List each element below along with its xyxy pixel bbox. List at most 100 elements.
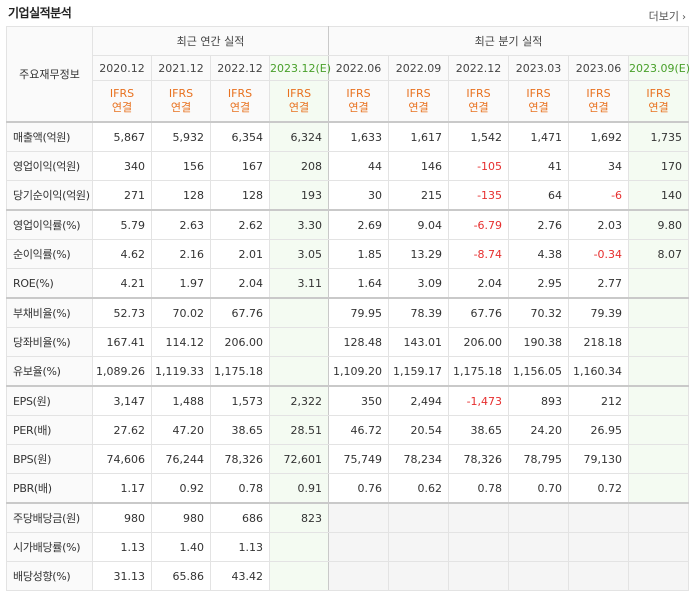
table-row: 당좌비율(%) 167.41 114.12 206.00 128.48 143.01 206…: [6, 327, 690, 357]
more-link-label: 더보기: [648, 10, 679, 23]
cell-value: [268, 327, 330, 357]
cell-value: 46.72: [328, 415, 390, 445]
cell-value: 350: [328, 385, 390, 416]
more-link[interactable]: 더보기 ›: [649, 8, 686, 24]
cell-value: [328, 561, 390, 591]
cell-value: 78,326: [210, 444, 270, 474]
cell-value: -105: [448, 151, 510, 181]
cell-value: [448, 561, 510, 591]
period-header: 2023.06: [568, 55, 630, 81]
cell-value: 1.17: [92, 473, 152, 504]
cell-value: 1,156.05: [508, 356, 570, 387]
cell-value: 2.76: [508, 209, 570, 240]
cell-value: 0.91: [268, 473, 330, 504]
cell-value: 79,130: [568, 444, 630, 474]
cell-value: 30: [328, 180, 390, 211]
cell-value: 4.38: [508, 239, 570, 269]
row-label: 매출액(억원): [6, 121, 93, 152]
table-row: BPS(원) 74,606 76,244 78,326 72,601 75,749 78,2…: [6, 444, 690, 474]
table-row: EPS(원) 3,147 1,488 1,573 2,322 350 2,494 -1,473…: [6, 385, 690, 416]
period-header: 2022.12: [448, 55, 510, 81]
cell-value: 2.16: [151, 239, 211, 269]
cell-value: 34: [568, 151, 630, 181]
cell-value: 980: [92, 502, 152, 533]
ifrs-label: IFRS 연결: [151, 80, 211, 123]
table-row: ROE(%) 4.21 1.97 2.04 3.11 1.64 3.09 2.04 2.95 2.…: [6, 268, 690, 299]
cell-value: 4.62: [92, 239, 152, 269]
cell-value: 1,119.33: [151, 356, 211, 387]
cell-value: 78,234: [388, 444, 450, 474]
cell-value: 1,488: [151, 385, 211, 416]
row-label: 순이익률(%): [6, 239, 93, 269]
period-header: 2023.09(E): [628, 55, 690, 81]
cell-value: 3.05: [268, 239, 330, 269]
cell-value: 78,326: [448, 444, 510, 474]
cell-value: 206.00: [448, 327, 510, 357]
cell-value: 75,749: [328, 444, 390, 474]
cell-value: 271: [92, 180, 152, 211]
cell-value: [628, 415, 690, 445]
cell-value: 28.51: [268, 415, 330, 445]
cell-value: 8.07: [628, 239, 690, 269]
cell-value: 1.97: [151, 268, 211, 299]
ifrs-label: IFRS 연결: [508, 80, 570, 123]
cell-value: 1,175.18: [448, 356, 510, 387]
ifrs-line2: 연결: [170, 101, 192, 114]
row-label: EPS(원): [6, 385, 93, 416]
row-label: 당좌비율(%): [6, 327, 93, 357]
row-label: PER(배): [6, 415, 93, 445]
row-label: 배당성향(%): [6, 561, 93, 591]
ifrs-line1: IFRS: [227, 87, 253, 100]
period-header: 2023.03: [508, 55, 570, 81]
ifrs-line2: 연결: [111, 101, 133, 114]
cell-value: 2,322: [268, 385, 330, 416]
cell-value: 41: [508, 151, 570, 181]
cell-value: [388, 561, 450, 591]
ifrs-label: IFRS 연결: [448, 80, 510, 123]
cell-value: 980: [151, 502, 211, 533]
cell-value: [268, 356, 330, 387]
ifrs-label: IFRS 연결: [210, 80, 270, 123]
ifrs-line1: IFRS: [286, 87, 312, 100]
period-header: 2023.12(E): [268, 55, 331, 81]
cell-value: [508, 502, 570, 533]
cell-value: 114.12: [151, 327, 211, 357]
row-label: ROE(%): [6, 268, 93, 299]
ifrs-line2: 연결: [348, 101, 369, 114]
cell-value: -6: [568, 180, 630, 211]
cell-value: 27.62: [92, 415, 152, 445]
table-row: 부채비율(%) 52.73 70.02 67.76 79.95 78.39 67.76 70.…: [6, 297, 690, 328]
row-label: 영업이익률(%): [6, 209, 93, 240]
cell-value: 0.76: [328, 473, 390, 504]
cell-value: [568, 561, 630, 591]
cell-value: 1.64: [328, 268, 390, 299]
cell-value: 208: [268, 151, 330, 181]
ifrs-label: IFRS 연결: [568, 80, 630, 123]
row-label: 영업이익(억원): [6, 151, 93, 181]
cell-value: [328, 532, 390, 562]
cell-value: 26.95: [568, 415, 630, 445]
cell-value: 70.02: [151, 297, 211, 328]
table-row: PBR(배) 1.17 0.92 0.78 0.91 0.76 0.62 0.78 0.70 0.…: [6, 473, 690, 504]
cell-value: 0.62: [388, 473, 450, 504]
cell-value: 218.18: [568, 327, 630, 357]
cell-value: 24.20: [508, 415, 570, 445]
row-label: 시가배당률(%): [6, 532, 93, 562]
cell-value: [268, 561, 330, 591]
section-title: 기업실적분석: [8, 6, 72, 20]
ifrs-line2: 연결: [229, 101, 251, 114]
annual-header: 최근 연간 실적: [91, 26, 330, 56]
row-label: 당기순이익(억원): [6, 180, 93, 211]
cell-value: 167: [210, 151, 270, 181]
ifrs-line1: IFRS: [586, 87, 611, 100]
table-row: 배당성향(%) 31.13 65.86 43.42: [6, 561, 690, 591]
cell-value: 44: [328, 151, 390, 181]
table-row: 유보율(%) 1,089.26 1,119.33 1,175.18 1,109.20 1,…: [6, 356, 690, 387]
cell-value: 156: [151, 151, 211, 181]
period-header: 2021.12: [151, 55, 211, 81]
row-label: PBR(배): [6, 473, 93, 504]
ifrs-label: IFRS 연결: [92, 80, 152, 123]
cell-value: 9.04: [388, 209, 450, 240]
cell-value: 0.78: [210, 473, 270, 504]
